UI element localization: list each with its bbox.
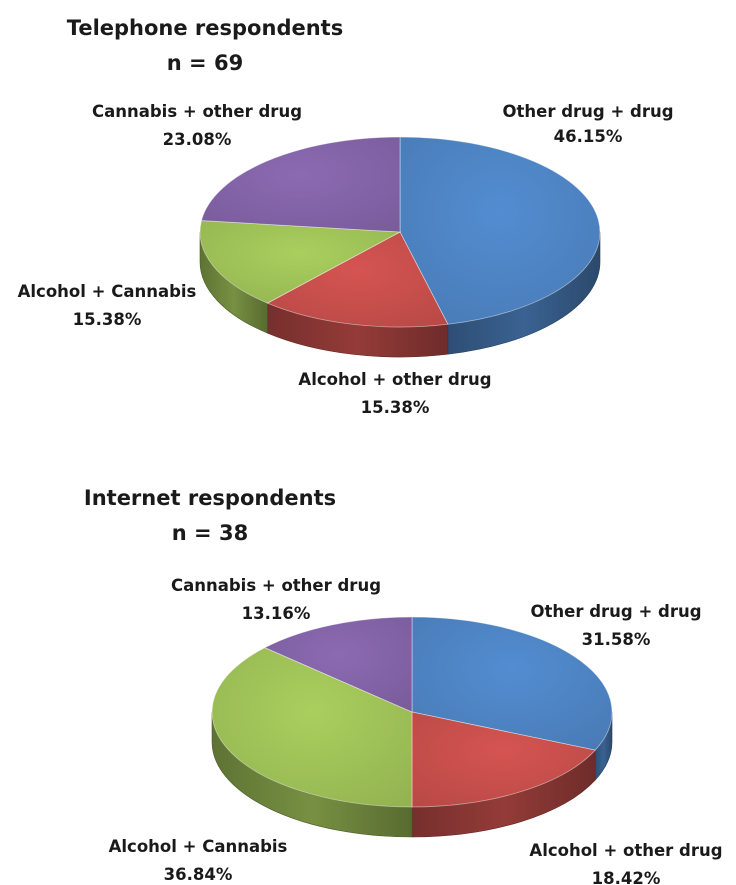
pie-slice-alcohol-other-drug — [411, 711, 596, 808]
slice-label-cannabis-other-drug: Cannabis + other drug — [92, 102, 302, 121]
slice-label-other-drug-drug: Other drug + drug — [530, 602, 701, 621]
pie-slice-cannabis-other-drug — [263, 616, 413, 713]
telephone-pie-chart: Telephone respondents n = 69 Other drug … — [18, 16, 674, 417]
pie-slice-alcohol-other-drug — [266, 231, 449, 328]
chart-subtitle-telephone: n = 69 — [167, 51, 243, 75]
slice-label-alcohol-other-drug: Alcohol + other drug — [529, 841, 722, 860]
slice-value-alcohol-cannabis: 36.84% — [164, 865, 233, 884]
pie-slice-other-drug-drug — [411, 616, 613, 751]
slice-value-alcohol-cannabis: 15.38% — [73, 310, 142, 329]
slice-value-other-drug-drug: 31.58% — [582, 630, 651, 649]
chart-title-telephone: Telephone respondents — [67, 16, 343, 40]
internet-pie-chart: Internet respondents n = 38 Other drug +… — [84, 486, 723, 885]
pie-internet — [211, 616, 613, 838]
slice-value-cannabis-other-drug: 13.16% — [242, 604, 311, 623]
slice-label-alcohol-other-drug: Alcohol + other drug — [298, 370, 491, 389]
pie-slice-alcohol-cannabis — [211, 647, 413, 808]
slice-label-alcohol-cannabis: Alcohol + Cannabis — [109, 837, 288, 856]
slice-label-other-drug-drug: Other drug + drug — [502, 102, 673, 121]
slice-value-cannabis-other-drug: 23.08% — [163, 130, 232, 149]
chart-title-internet: Internet respondents — [84, 486, 336, 510]
slice-value-alcohol-other-drug: 15.38% — [361, 398, 430, 417]
slice-label-alcohol-cannabis: Alcohol + Cannabis — [18, 282, 197, 301]
pie-slice-alcohol-cannabis — [199, 220, 402, 304]
pie-slice-cannabis-other-drug — [200, 136, 401, 233]
slice-value-other-drug-drug: 46.15% — [554, 127, 623, 146]
pie-telephone — [199, 136, 601, 358]
pie-slice-other-drug-drug — [399, 136, 601, 325]
chart-subtitle-internet: n = 38 — [172, 521, 248, 545]
slice-value-alcohol-other-drug: 18.42% — [592, 869, 661, 885]
slice-label-cannabis-other-drug: Cannabis + other drug — [171, 576, 381, 595]
